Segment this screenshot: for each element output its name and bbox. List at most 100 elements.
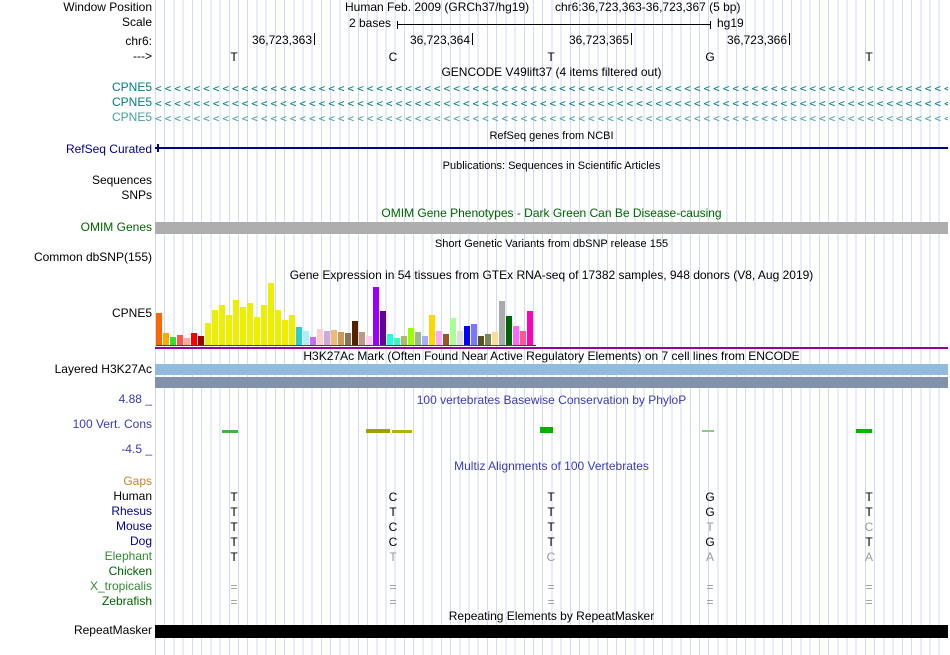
species-label-zebrafish[interactable]: Zebrafish xyxy=(101,594,152,608)
gtex-tissue-bar xyxy=(506,316,512,345)
h3k27ac-track-title[interactable]: H3K27Ac Mark (Often Found Near Active Re… xyxy=(303,349,800,363)
alignment-base: = xyxy=(389,595,397,609)
cpne5-transcript-1[interactable]: <<<<<<<<<<<<<<<<<<<<<<<<<<<<<<<<<<<<<<<<… xyxy=(155,82,948,95)
h3k27ac-signal-band-slate[interactable] xyxy=(155,377,948,388)
gtex-track-title[interactable]: Gene Expression in 54 tissues from GTEx … xyxy=(289,268,814,282)
alignment-base: C xyxy=(388,490,398,504)
dbsnp-track-title[interactable]: Short Genetic Variants from dbSNP releas… xyxy=(434,238,669,250)
cpne5-transcript-3[interactable]: <<<<<<<<<<<<<<<<<<<<<<<<<<<<<<<<<<<<<<<<… xyxy=(155,112,948,125)
gtex-tissue-bar xyxy=(387,334,393,345)
ruler-coordinate: 36,723,366 xyxy=(726,33,787,47)
alignment-base: = xyxy=(230,580,238,594)
scale-value-label: 2 bases xyxy=(348,16,391,30)
gtex-tissue-bar xyxy=(338,332,344,345)
gtex-tissue-bar xyxy=(205,323,211,345)
track-label-repeatmasker[interactable]: RepeatMasker xyxy=(73,623,152,637)
omim-track-title[interactable]: OMIM Gene Phenotypes - Dark Green Can Be… xyxy=(381,206,722,220)
assembly-label: Human Feb. 2009 (GRCh37/hg19) xyxy=(345,0,530,14)
species-label-dog[interactable]: Dog xyxy=(129,534,152,548)
position-range-label: chr6:36,723,363-36,723,367 (5 bp) xyxy=(555,0,741,14)
gtex-tissue-bar xyxy=(450,318,456,345)
species-label-human[interactable]: Human xyxy=(113,489,152,503)
gtex-tissue-bar xyxy=(513,326,519,345)
strand-direction-label: ---> xyxy=(133,49,152,63)
cpne5-transcript-2[interactable]: <<<<<<<<<<<<<<<<<<<<<<<<<<<<<<<<<<<<<<<<… xyxy=(155,97,948,110)
track-label-common-dbsnp[interactable]: Common dbSNP(155) xyxy=(33,250,152,264)
species-label-gaps[interactable]: Gaps xyxy=(123,474,152,488)
gtex-tissue-bar xyxy=(254,317,260,345)
omim-gene-bar[interactable] xyxy=(155,222,948,234)
gtex-tissue-bar xyxy=(219,305,225,345)
refseq-track-title[interactable]: RefSeq genes from NCBI xyxy=(489,130,614,142)
species-label-rhesus[interactable]: Rhesus xyxy=(111,504,152,518)
alignment-base: A xyxy=(864,550,873,564)
alignment-base: G xyxy=(705,490,715,504)
alignment-base: T xyxy=(547,505,555,519)
phylop-track-title[interactable]: 100 vertebrates Basewise Conservation by… xyxy=(416,393,687,407)
reference-base: T xyxy=(547,50,555,64)
scale-row-label: Scale xyxy=(121,15,152,29)
track-label-snps[interactable]: SNPs xyxy=(121,188,152,202)
gtex-tissue-bar xyxy=(352,321,358,345)
species-label-elephant[interactable]: Elephant xyxy=(104,549,152,563)
gtex-tissue-bar xyxy=(485,334,491,345)
gtex-tissue-bar xyxy=(156,313,162,345)
ruler-coordinate: 36,723,364 xyxy=(409,33,470,47)
phylop-mark xyxy=(856,429,872,433)
alignment-base: T xyxy=(389,550,397,564)
species-label-x_tropicalis[interactable]: X_tropicalis xyxy=(89,579,152,593)
publications-track-title[interactable]: Publications: Sequences in Scientific Ar… xyxy=(442,160,661,172)
track-label-refseq-curated[interactable]: RefSeq Curated xyxy=(65,142,152,156)
alignment-base: A xyxy=(705,550,714,564)
multiz-track-title[interactable]: Multiz Alignments of 100 Vertebrates xyxy=(454,459,649,473)
alignment-base: = xyxy=(865,595,873,609)
h3k27ac-signal-band-blue[interactable] xyxy=(155,364,948,375)
track-label-gtex-cpne5[interactable]: CPNE5 xyxy=(111,306,152,320)
gtex-tissue-bar xyxy=(415,332,421,345)
gencode-track-title[interactable]: GENCODE V49lift37 (4 items filtered out) xyxy=(441,65,662,79)
track-label-omim-genes[interactable]: OMIM Genes xyxy=(80,220,152,234)
alignment-base: T xyxy=(230,520,238,534)
repeatmasker-track-title[interactable]: Repeating Elements by RepeatMasker xyxy=(448,609,655,623)
track-label-sequences[interactable]: Sequences xyxy=(91,173,152,187)
ruler-tick xyxy=(789,33,790,45)
phylop-mark xyxy=(702,430,714,432)
gtex-tissue-bar xyxy=(492,332,498,345)
alignment-base: = xyxy=(230,595,238,609)
track-label-cpne5-3[interactable]: CPNE5 xyxy=(111,110,152,124)
species-label-chicken[interactable]: Chicken xyxy=(108,564,152,578)
track-label-cpne5-2[interactable]: CPNE5 xyxy=(111,95,152,109)
scale-bar xyxy=(397,24,711,25)
gtex-tissue-bar xyxy=(520,331,526,345)
phylop-max-label: 4.88 _ xyxy=(118,392,152,406)
gtex-tissue-bar xyxy=(527,311,533,345)
reference-base: C xyxy=(388,50,398,64)
gtex-expression-chart[interactable] xyxy=(156,283,586,345)
refseq-gene-bar[interactable] xyxy=(155,147,948,149)
ruler-tick xyxy=(472,33,473,45)
gtex-tissue-bar xyxy=(268,283,274,345)
track-label-cpne5-1[interactable]: CPNE5 xyxy=(111,80,152,94)
gtex-tissue-bar xyxy=(198,336,204,345)
species-label-mouse[interactable]: Mouse xyxy=(115,519,152,533)
gtex-tissue-bar xyxy=(401,336,407,345)
track-label-100-vert-cons[interactable]: 100 Vert. Cons xyxy=(72,417,152,431)
phylop-mark xyxy=(366,429,390,433)
gtex-tissue-bar xyxy=(310,337,316,345)
gtex-tissue-bar xyxy=(163,333,169,345)
gtex-tissue-bar xyxy=(226,315,232,345)
gtex-tissue-bar xyxy=(478,336,484,345)
chrom-label: chr6: xyxy=(125,34,152,48)
gtex-tissue-bar xyxy=(380,311,386,345)
reference-base: T xyxy=(230,50,238,64)
track-label-h3k27ac[interactable]: Layered H3K27Ac xyxy=(54,362,152,376)
alignment-base: T xyxy=(865,505,873,519)
gtex-tissue-bar xyxy=(240,307,246,345)
alignment-base: T xyxy=(865,535,873,549)
alignment-base: = xyxy=(547,580,555,594)
repeatmasker-bar[interactable] xyxy=(155,625,948,638)
gtex-tissue-bar xyxy=(499,301,505,345)
alignment-base: T xyxy=(230,535,238,549)
gtex-tissue-bar xyxy=(408,328,414,345)
alignment-base: T xyxy=(865,490,873,504)
